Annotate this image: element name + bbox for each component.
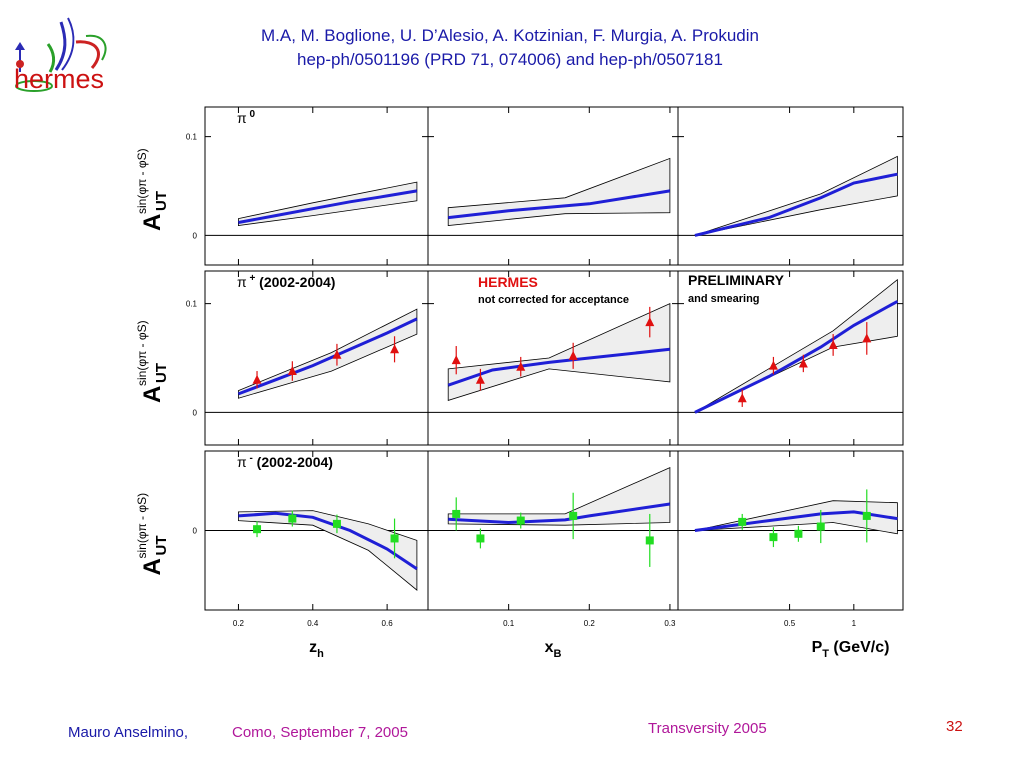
references-line: hep-ph/0501196 (PRD 71, 074006) and hep-… xyxy=(297,50,723,69)
data-point xyxy=(768,360,778,370)
uncertainty-band xyxy=(447,157,671,226)
data-point xyxy=(769,533,778,542)
y-tick-label: 0 xyxy=(193,527,198,536)
data-point xyxy=(645,536,654,545)
smearing-annotation: and smearing xyxy=(688,293,760,305)
theory-curve xyxy=(238,511,418,571)
x-tick-label: 0.5 xyxy=(784,619,796,628)
data-point xyxy=(332,519,341,528)
y-axis-label: A UT sin(φπ - φS) xyxy=(135,493,170,576)
y-axis-label-A: A xyxy=(139,558,166,575)
theory-curve xyxy=(448,189,671,220)
x-tick-label: 0.4 xyxy=(307,619,319,628)
y-tick-label: 0.1 xyxy=(186,300,198,309)
hermes-wings-icon xyxy=(15,17,107,92)
x-tick-label: 0.1 xyxy=(503,619,515,628)
y-axis-label-sup: sin(φπ - φS) xyxy=(135,148,149,214)
x-tick-label: 0.2 xyxy=(233,619,245,628)
uncertainty-band xyxy=(447,302,671,401)
data-point xyxy=(288,514,297,523)
y-tick-label: 0.1 xyxy=(186,133,198,142)
data-point xyxy=(798,358,808,368)
theory-curve xyxy=(694,172,898,237)
row-label: π + (2002-2004) xyxy=(237,273,335,290)
data-point xyxy=(737,393,747,403)
data-point xyxy=(569,511,578,520)
authors-line: M.A, M. Boglione, U. D’Alesio, A. Kotzin… xyxy=(261,26,759,45)
footer-author: Mauro Anselmino, xyxy=(68,724,189,741)
hermes-annotation: HERMES xyxy=(478,274,538,290)
theory-curve xyxy=(237,317,418,396)
y-axis-label-sup: sin(φπ - φS) xyxy=(135,320,149,386)
data-point xyxy=(794,529,803,538)
y-axis-label: A UT sin(φπ - φS) xyxy=(135,148,170,231)
uncertainty-band xyxy=(694,155,898,236)
x-tick-label: 0.2 xyxy=(584,619,596,628)
panel-frame xyxy=(204,106,429,266)
x-axis-label: zh xyxy=(309,639,324,660)
row-label: π 0 xyxy=(237,109,255,126)
data-point xyxy=(568,350,578,360)
data-point xyxy=(390,344,400,354)
uncertainty-band xyxy=(694,278,898,413)
row-label: π - (2002-2004) xyxy=(237,453,333,470)
hermes-logo: hermes xyxy=(6,12,126,102)
y-axis-label-sub: UT xyxy=(153,536,170,556)
theory-curve xyxy=(238,189,418,224)
not-corrected-annotation: not corrected for acceptance xyxy=(478,294,629,306)
x-tick-label: 0.3 xyxy=(664,619,676,628)
data-point xyxy=(287,366,297,376)
uncertainty-band xyxy=(237,510,418,591)
theory-curve xyxy=(447,347,671,387)
data-point xyxy=(862,333,872,343)
data-point xyxy=(475,374,485,384)
data-point xyxy=(516,516,525,525)
y-axis-label-sub: UT xyxy=(153,363,170,383)
y-axis-label: A UT sin(φπ - φS) xyxy=(135,320,170,403)
footer-place-date: Como, September 7, 2005 xyxy=(232,724,408,741)
x-tick-label: 0.6 xyxy=(382,619,394,628)
data-point xyxy=(516,361,526,371)
y-axis-label-sub: UT xyxy=(153,191,170,211)
x-axis-label: PT (GeV/c) xyxy=(812,639,890,660)
data-point xyxy=(738,517,747,526)
data-point xyxy=(390,534,399,543)
y-axis-label-sup: sin(φπ - φS) xyxy=(135,493,149,559)
data-point xyxy=(451,355,461,365)
theory-curve xyxy=(694,300,899,414)
y-axis-label-A: A xyxy=(139,386,166,403)
data-point xyxy=(253,525,262,534)
preliminary-annotation: PRELIMINARY xyxy=(688,272,785,288)
logo-text: hermes xyxy=(14,64,105,94)
footer-event: Transversity 2005 xyxy=(648,720,767,737)
data-point xyxy=(816,522,825,531)
footer-page-number: 32 xyxy=(946,718,963,735)
data-point xyxy=(828,339,838,349)
data-point xyxy=(452,509,461,518)
y-tick-label: 0 xyxy=(193,408,198,417)
panel-frame xyxy=(204,270,429,446)
theory-curve xyxy=(448,502,671,525)
data-point xyxy=(252,374,262,384)
x-tick-label: 1 xyxy=(852,619,857,628)
data-point xyxy=(476,534,485,543)
data-point xyxy=(645,317,655,327)
data-point xyxy=(332,349,342,359)
y-tick-label: 0 xyxy=(193,231,198,240)
y-axis-label-A: A xyxy=(139,214,166,231)
x-axis-label: xB xyxy=(545,639,562,660)
data-point xyxy=(862,511,871,520)
